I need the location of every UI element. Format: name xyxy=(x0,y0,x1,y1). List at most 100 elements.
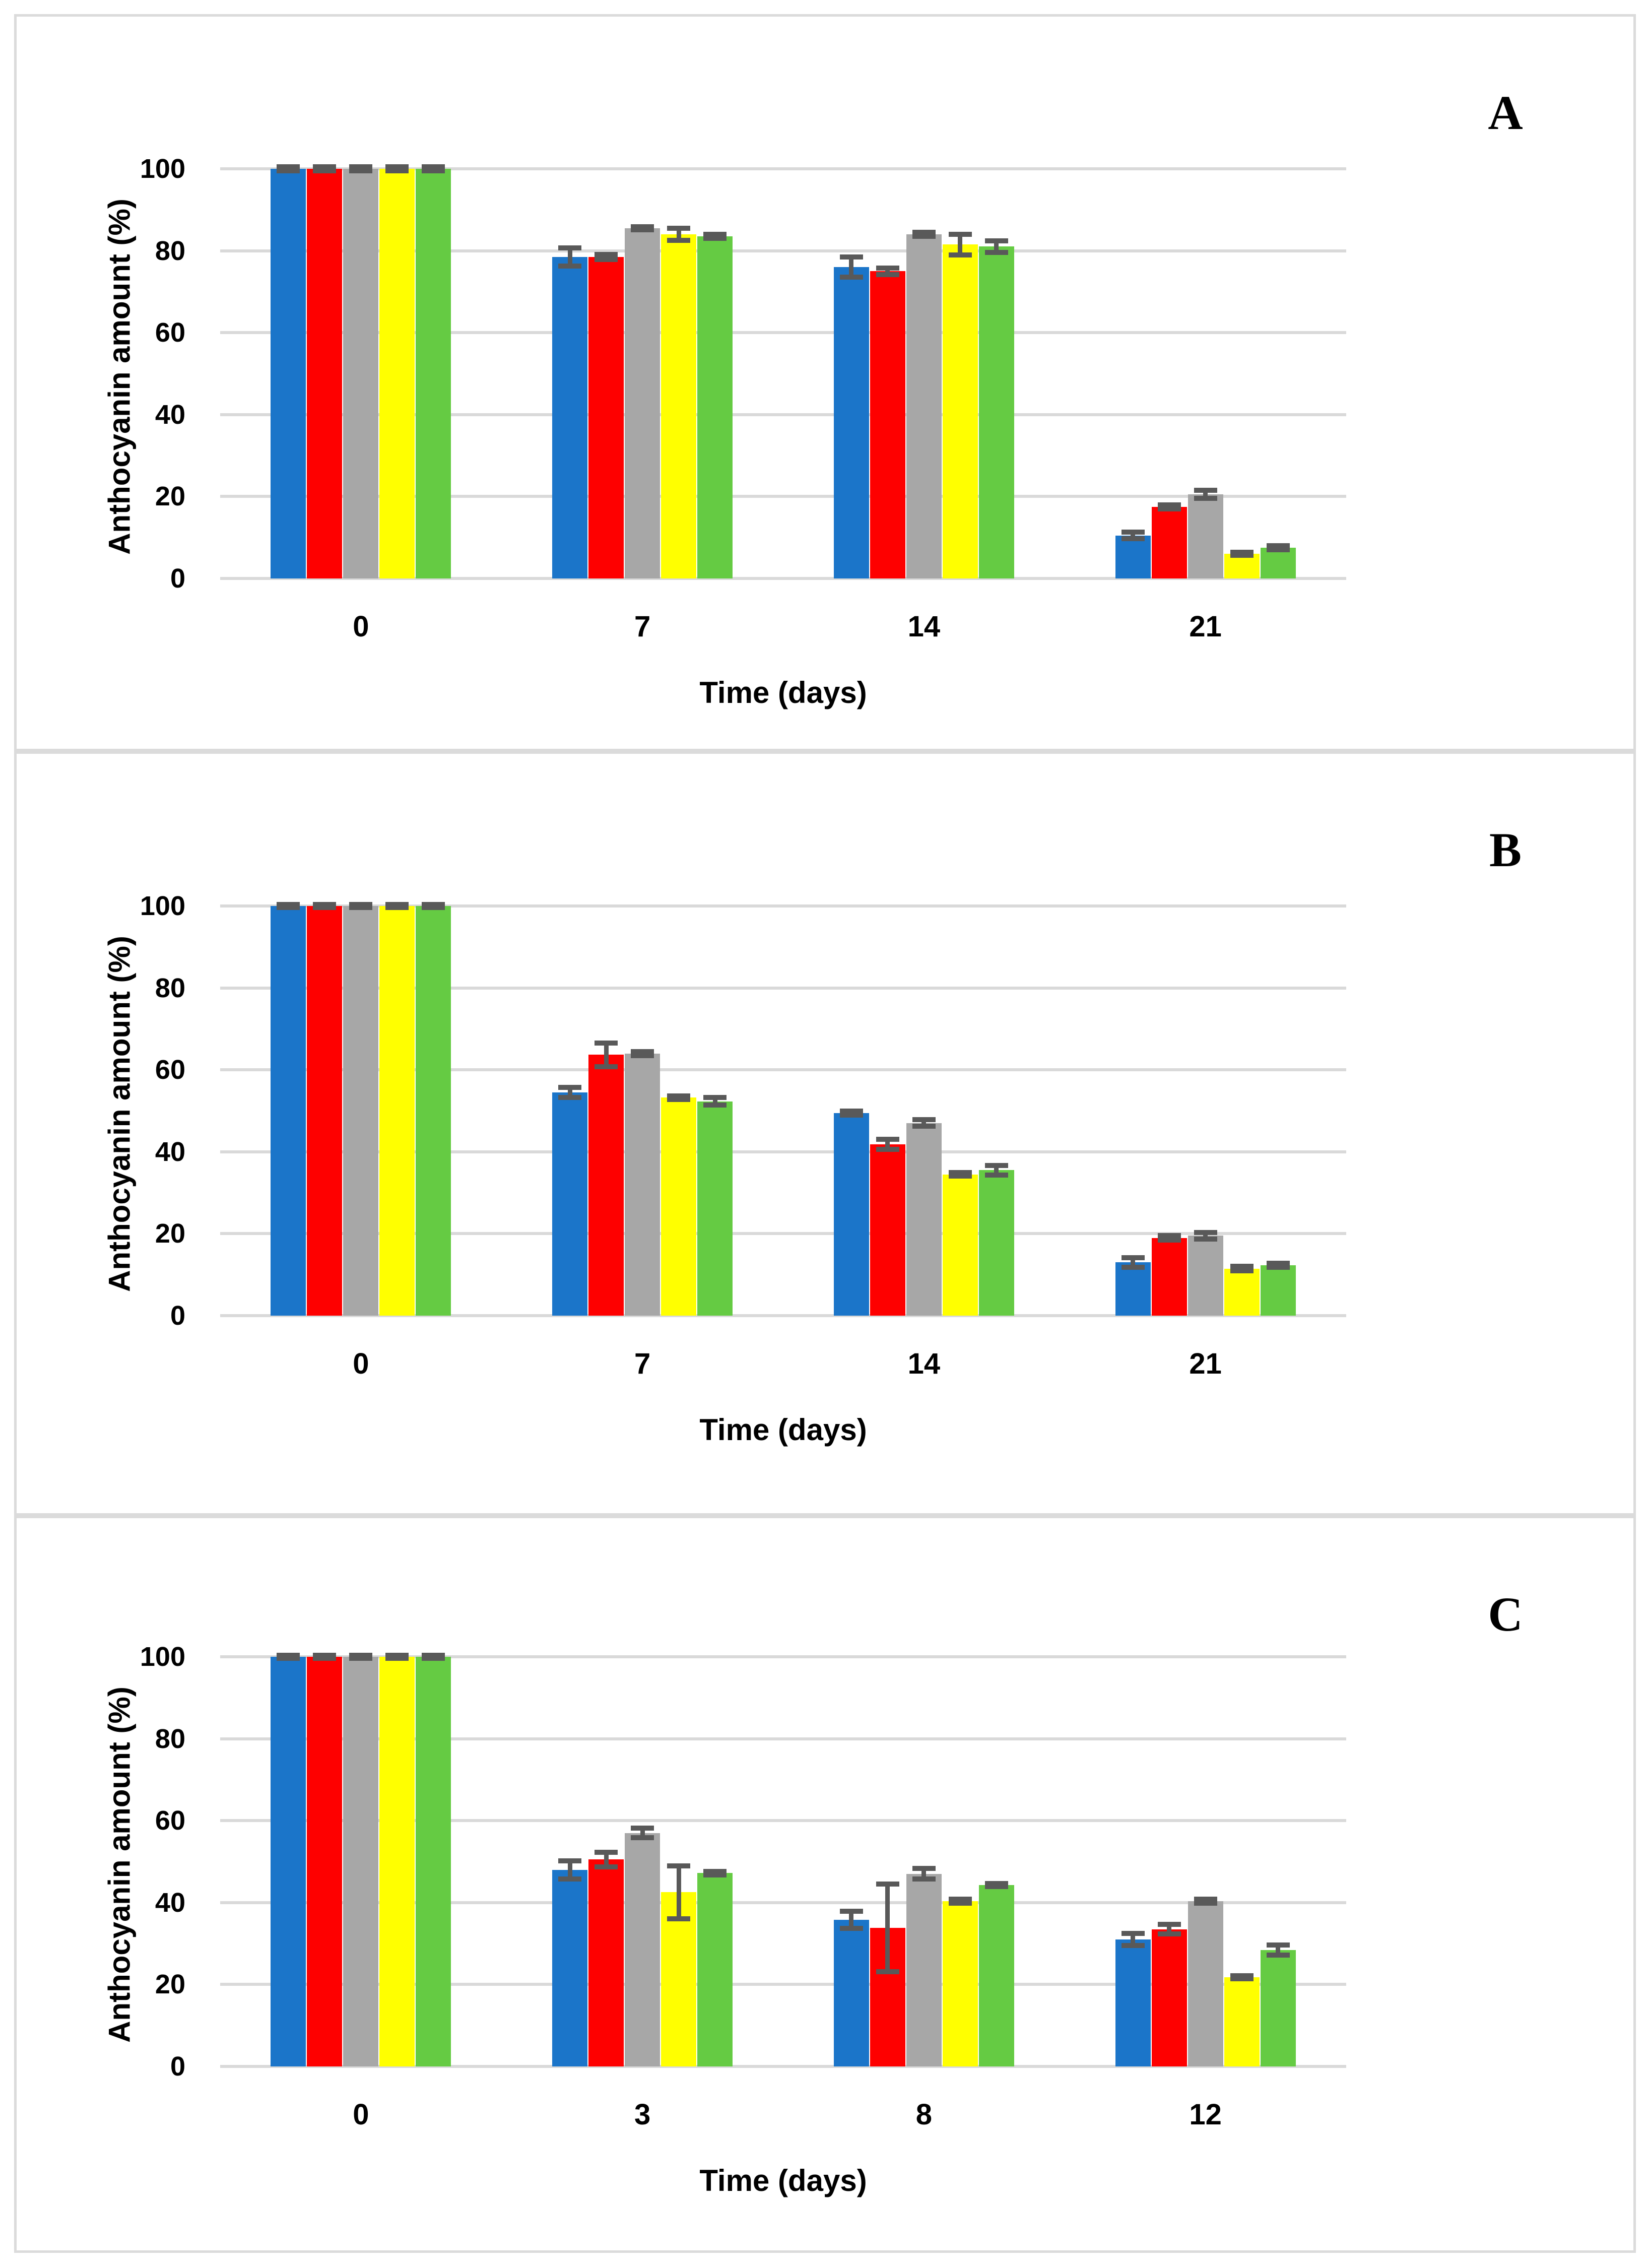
bar-red xyxy=(1151,506,1187,578)
error-bar-cap xyxy=(558,1858,582,1863)
gridline xyxy=(220,331,1346,335)
error-bar-cap xyxy=(385,905,409,911)
gridline xyxy=(220,167,1346,170)
error-bar-cap xyxy=(277,901,300,907)
error-bar-cap xyxy=(558,1085,582,1090)
y-tick-label: 100 xyxy=(140,891,185,921)
plot-area xyxy=(220,164,1346,580)
bar-red xyxy=(588,1859,624,2066)
error-bar-cap xyxy=(912,1876,936,1882)
x-category-label: 8 xyxy=(915,2098,932,2131)
error-bar-cap xyxy=(349,164,373,169)
y-tick-label: 20 xyxy=(155,1218,185,1249)
error-bar-cap xyxy=(1230,1976,1254,1982)
x-category-label: 0 xyxy=(353,610,369,643)
error-bar-cap xyxy=(595,1040,618,1046)
gridline xyxy=(220,1314,1346,1317)
bar-blue xyxy=(552,1092,588,1316)
plot-area xyxy=(220,901,1346,1317)
gridline xyxy=(220,2065,1346,2068)
error-bar-cap xyxy=(839,1112,863,1118)
error-bar-cap xyxy=(1266,547,1290,553)
error-bar-cap xyxy=(631,227,654,233)
bar-green xyxy=(697,1101,733,1316)
error-bar-cap xyxy=(912,234,936,239)
bar-blue xyxy=(552,1869,588,2066)
bar-gray xyxy=(1188,1236,1223,1316)
error-bar-cap xyxy=(839,254,863,260)
bar-gray xyxy=(906,1873,942,2066)
gridline xyxy=(220,1655,1346,1658)
bar-green xyxy=(1260,1950,1296,2066)
bar-red xyxy=(588,256,624,578)
bar-gray xyxy=(625,1833,661,2066)
gridline xyxy=(220,1232,1346,1236)
error-bar-cap xyxy=(984,1173,1008,1178)
gridline xyxy=(220,495,1346,498)
error-bar-cap xyxy=(422,164,445,169)
error-bar-cap xyxy=(1266,1952,1290,1958)
error-bar-cap xyxy=(1121,1255,1145,1260)
error-bar xyxy=(1203,490,1208,499)
error-bar xyxy=(994,1165,999,1176)
error-bar-cap xyxy=(313,1656,337,1661)
error-bar-cap xyxy=(313,901,337,907)
error-bar-cap xyxy=(1121,536,1145,542)
error-bar-cap xyxy=(667,1916,691,1922)
gridline xyxy=(220,904,1346,908)
error-bar xyxy=(604,1043,609,1067)
plot-area xyxy=(220,1652,1346,2068)
error-bar-cap xyxy=(422,168,445,174)
error-bar-cap xyxy=(667,225,691,231)
gridline xyxy=(220,1068,1346,1072)
error-bar-cap xyxy=(948,1173,972,1179)
x-category-label: 7 xyxy=(634,1347,651,1380)
error-bar-cap xyxy=(667,1096,691,1102)
error-bar xyxy=(640,1828,645,1838)
error-bar-cap xyxy=(595,256,618,262)
error-bar xyxy=(676,228,681,241)
error-bar-cap xyxy=(385,901,409,907)
error-bar xyxy=(1131,1257,1136,1268)
error-bar-cap xyxy=(1266,1265,1290,1270)
error-bar-cap xyxy=(277,164,300,169)
bar-yellow xyxy=(942,244,978,578)
x-category-label: 21 xyxy=(1189,1347,1222,1380)
error-bar-cap xyxy=(313,164,337,169)
error-bar-cap xyxy=(1194,1236,1217,1242)
error-bar-cap xyxy=(984,249,1008,255)
error-bar-cap xyxy=(1121,1265,1145,1270)
gridline xyxy=(220,1737,1346,1740)
error-bar xyxy=(1203,1232,1208,1239)
bar-blue xyxy=(271,906,306,1316)
error-bar-cap xyxy=(703,236,727,241)
error-bar xyxy=(604,1852,609,1867)
error-bar-cap xyxy=(277,905,300,911)
error-bar-cap xyxy=(1230,553,1254,558)
y-tick-label: 60 xyxy=(155,1805,185,1836)
panel-letter-b: B xyxy=(1489,823,1522,877)
bar-gray xyxy=(906,1123,942,1316)
bar-red xyxy=(588,1055,624,1316)
bar-red xyxy=(307,906,343,1316)
bar-blue xyxy=(833,1113,869,1316)
error-bar-cap xyxy=(912,230,936,235)
error-bar-cap xyxy=(984,1881,1008,1886)
error-bar-cap xyxy=(313,168,337,174)
error-bar xyxy=(676,1865,681,1919)
bar-green xyxy=(978,1885,1014,2066)
error-bar-cap xyxy=(349,901,373,907)
bar-gray xyxy=(906,234,942,578)
y-tick-label: 20 xyxy=(155,1969,185,2000)
error-bar-cap xyxy=(839,1926,863,1931)
error-bar-cap xyxy=(876,272,899,277)
error-bar-cap xyxy=(876,1137,899,1142)
error-bar-cap xyxy=(595,1064,618,1069)
bar-green xyxy=(697,236,733,578)
x-axis-title: Time (days) xyxy=(699,676,867,709)
y-tick-label: 60 xyxy=(155,1055,185,1085)
error-bar-cap xyxy=(1266,543,1290,548)
error-bar-cap xyxy=(1194,1229,1217,1235)
error-bar-cap xyxy=(948,1901,972,1906)
bar-gray xyxy=(343,906,379,1316)
